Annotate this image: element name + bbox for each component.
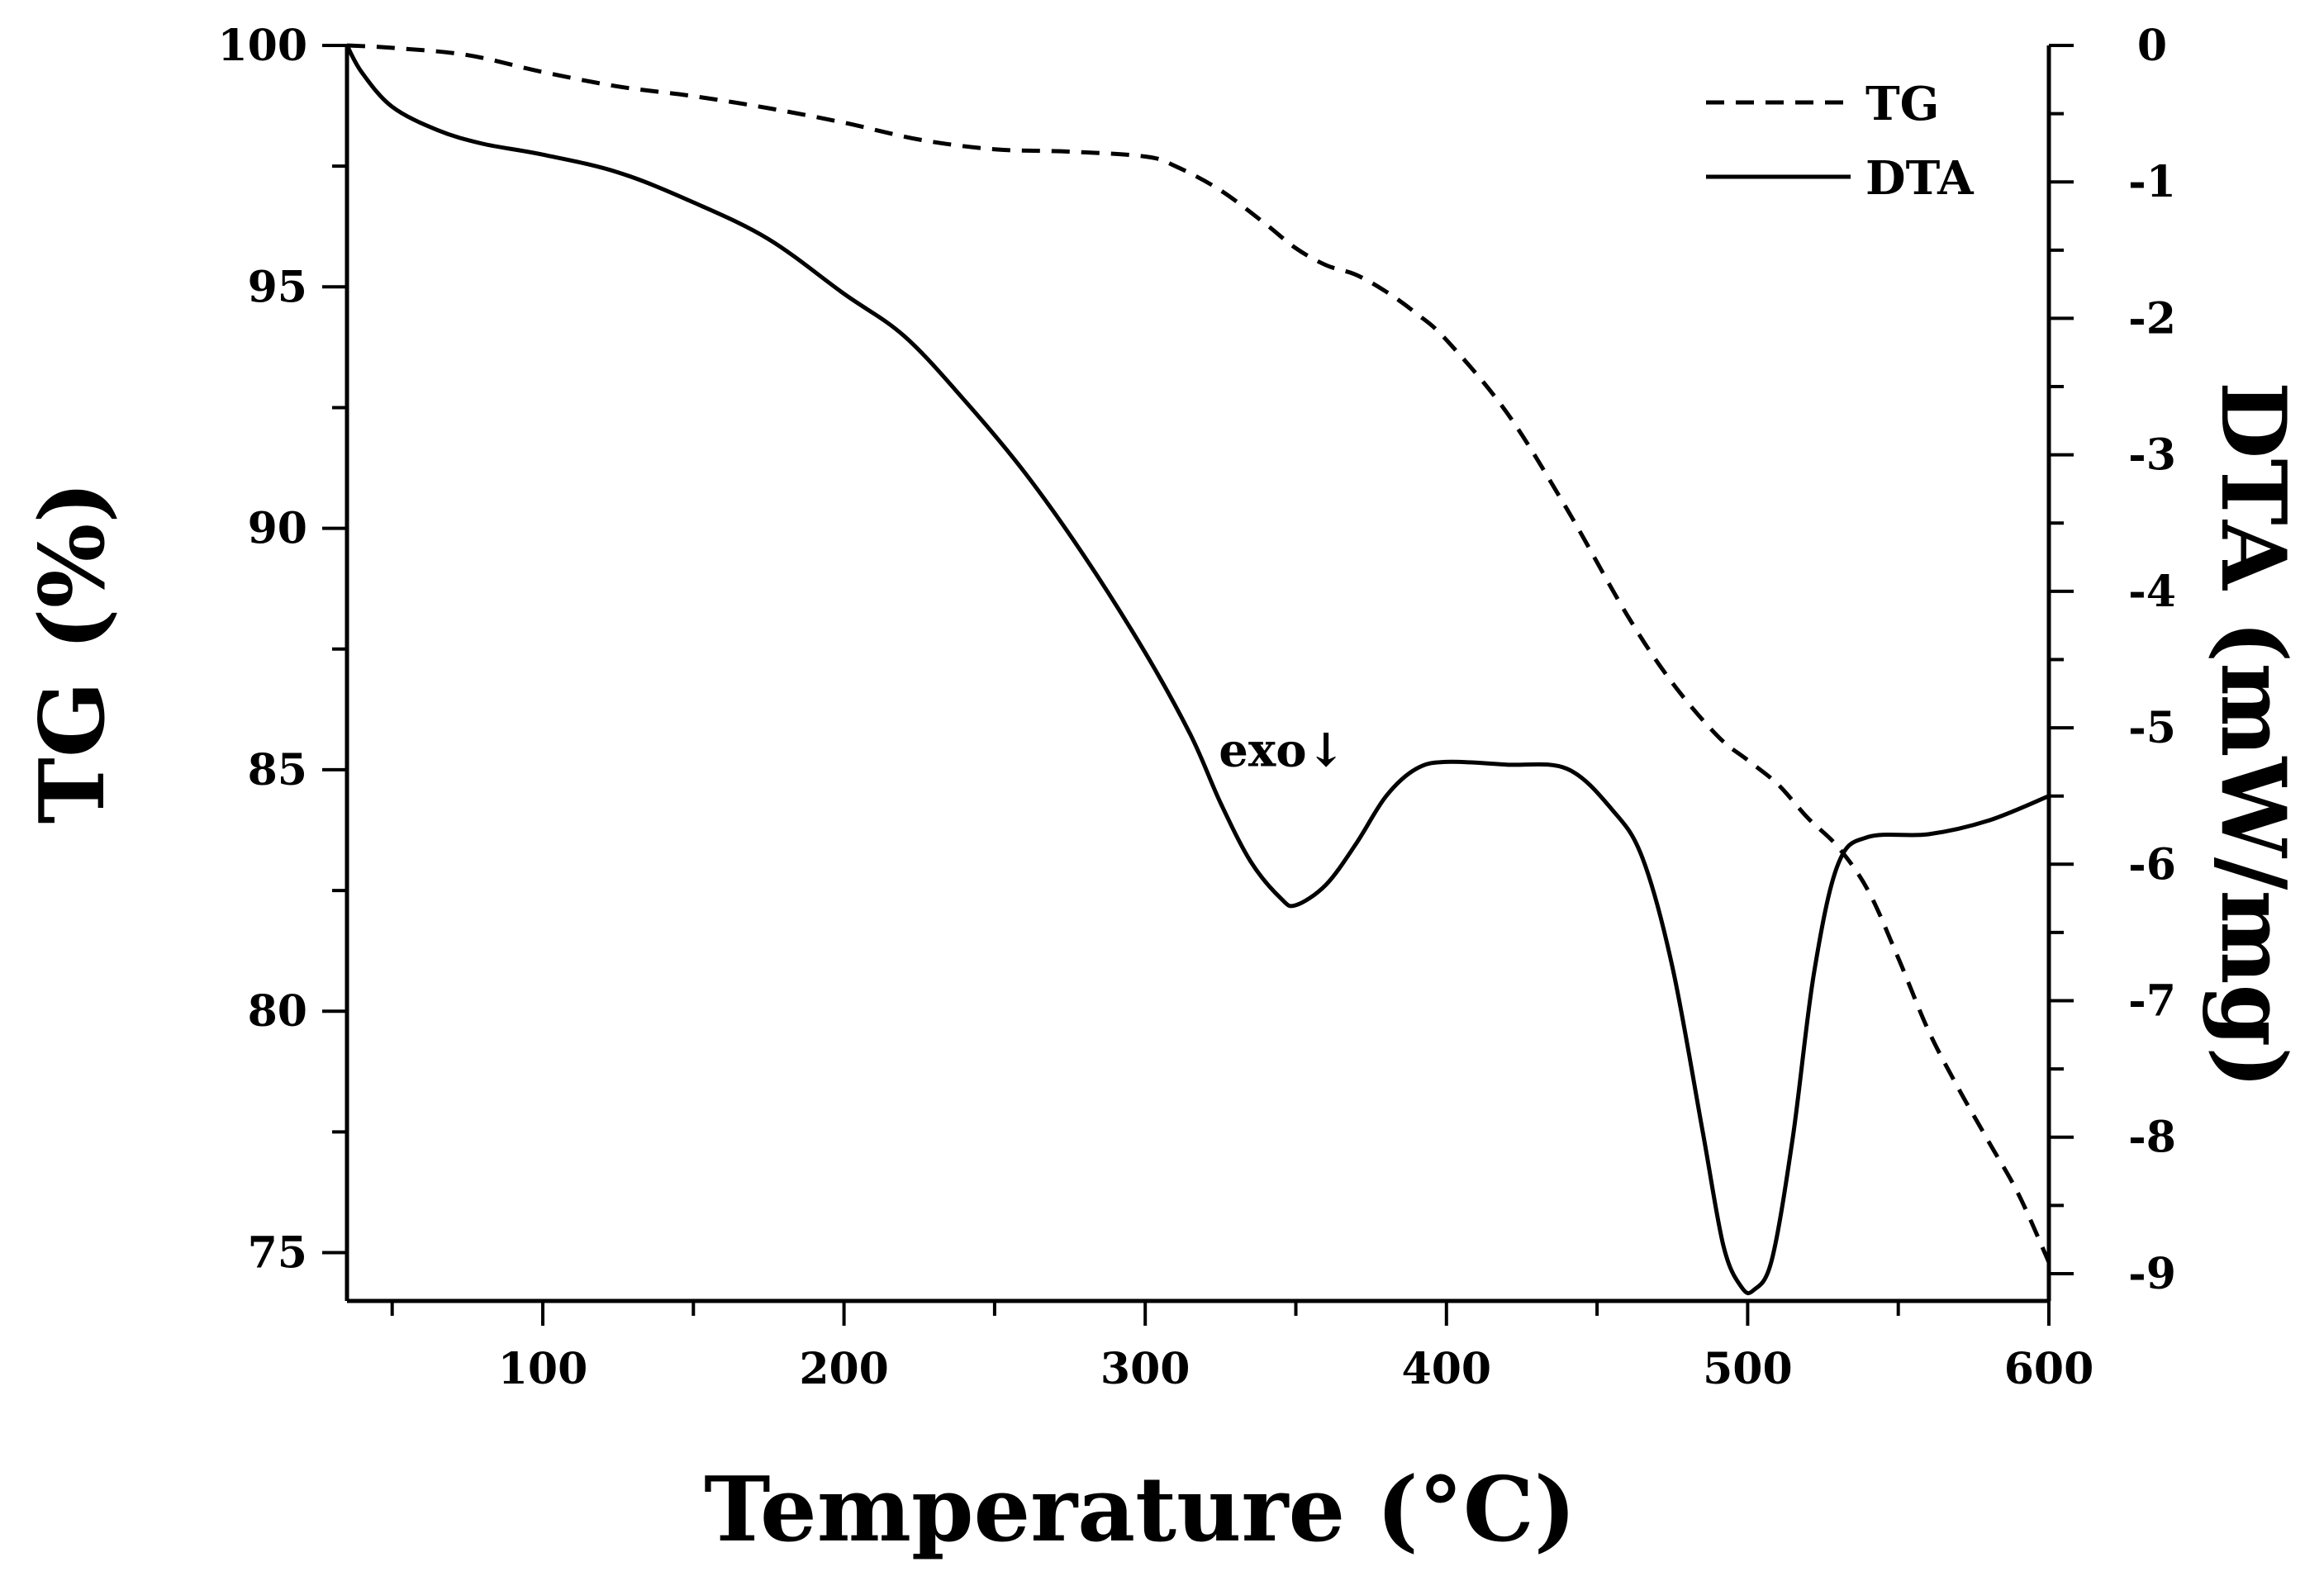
y2-tick-label: -3 (2128, 430, 2176, 481)
series-layer (345, 43, 2051, 1296)
y-tick-label: 95 (248, 262, 307, 312)
legend-dta-label: DTA (1865, 151, 1975, 206)
y2-tick-label: -2 (2128, 293, 2176, 344)
exo-annotation: exo↓ (1219, 724, 1345, 778)
y2-tick-label: -4 (2128, 567, 2176, 617)
y-tick-label: 80 (248, 986, 307, 1037)
x-tick-label: 300 (1100, 1344, 1191, 1394)
y-tick-label: 100 (217, 21, 307, 71)
x-axis-title: Temperature (°C) (704, 1458, 1576, 1562)
legend-tg-label: TG (1865, 77, 1940, 131)
legend: TG DTA (1706, 77, 1975, 206)
y-tick-label: 75 (248, 1228, 307, 1279)
y-axis-title: TG (%) (21, 481, 125, 824)
y2-tick-label: -7 (2128, 976, 2176, 1027)
x-tick-label: 400 (1402, 1344, 1492, 1394)
x-tick-label: 200 (799, 1344, 889, 1394)
y2-tick-label: -1 (2128, 157, 2176, 207)
y2-tick-label: -9 (2128, 1249, 2176, 1299)
x-tick-label: 500 (1703, 1344, 1793, 1394)
y2-tick-label: -5 (2128, 703, 2176, 753)
y-tick-label: 85 (248, 745, 307, 795)
x-tick-label: 600 (2004, 1344, 2094, 1394)
y-tick-label: 90 (248, 504, 307, 554)
y2-tick-label: -8 (2128, 1113, 2176, 1163)
y2-axis-title: DTA (mW/mg) (2201, 382, 2305, 1089)
x-tick-label: 100 (498, 1344, 588, 1394)
series-tg-line (346, 43, 2051, 1264)
plot-frame (345, 45, 2051, 1303)
series-dta-line (345, 44, 2050, 1296)
y2-tick-label: 0 (2137, 21, 2167, 71)
y2-tick-label: -6 (2128, 839, 2176, 890)
ticks-layer: 100 200 300 400 500 600 75 80 85 90 95 100 0 -1 -2 -3 -4… (217, 21, 2175, 1394)
